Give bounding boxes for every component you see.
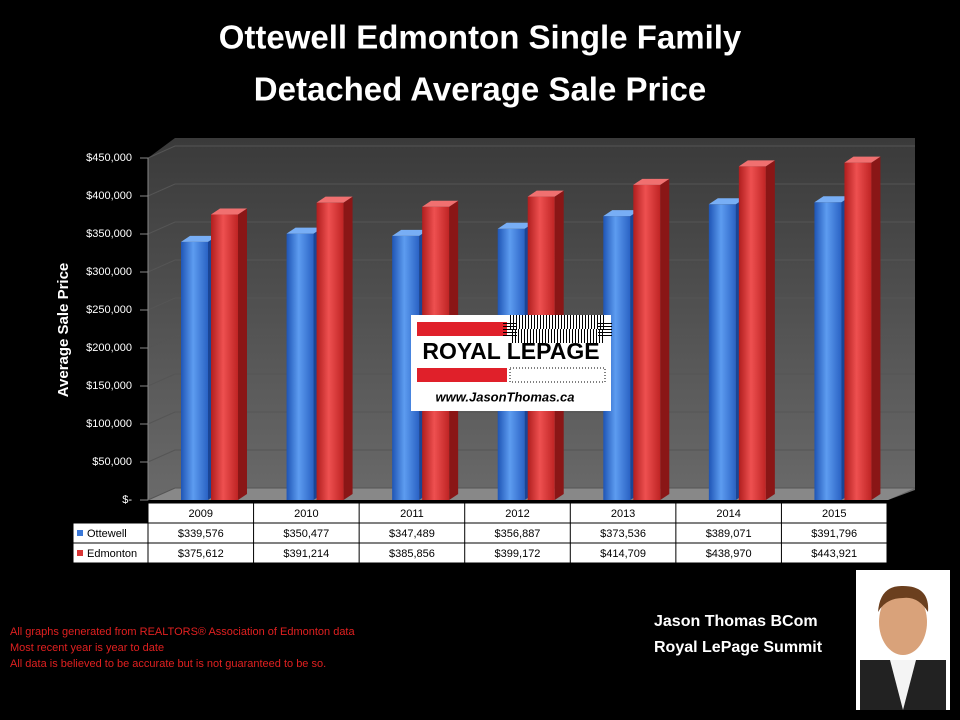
y-axis-label: Average Sale Price bbox=[55, 263, 72, 398]
y-tick-label: $100,000 bbox=[86, 418, 132, 430]
legend-swatch bbox=[77, 530, 83, 536]
table-value: $414,709 bbox=[600, 548, 646, 560]
footnote: Most recent year is year to date bbox=[10, 642, 164, 654]
x-tick-label: 2015 bbox=[822, 508, 846, 520]
photo-face bbox=[879, 589, 927, 655]
bar-top bbox=[497, 222, 534, 229]
y-tick-label: $250,000 bbox=[86, 304, 132, 316]
y-tick-label: $450,000 bbox=[86, 152, 132, 164]
logo-brand: ROYAL LEPAGE bbox=[422, 338, 599, 364]
bar bbox=[316, 202, 344, 500]
bar-side bbox=[871, 156, 881, 500]
table-value: $356,887 bbox=[495, 528, 541, 540]
logo-bars bbox=[509, 367, 606, 383]
bar-top bbox=[527, 190, 564, 197]
table-value: $399,172 bbox=[495, 548, 541, 560]
logo: ROYAL LEPAGE www.JasonThomas.ca bbox=[411, 315, 612, 411]
bar bbox=[211, 214, 238, 500]
table-value: $375,612 bbox=[178, 548, 224, 560]
logo-stripe bbox=[417, 322, 507, 336]
table-value: $389,071 bbox=[706, 528, 752, 540]
x-tick-label: 2013 bbox=[611, 508, 635, 520]
table-value: $438,970 bbox=[706, 548, 752, 560]
bar-top bbox=[181, 235, 217, 242]
bar bbox=[844, 162, 872, 500]
bar-top bbox=[286, 227, 323, 234]
table-value: $391,214 bbox=[283, 548, 329, 560]
x-tick-label: 2009 bbox=[189, 508, 213, 520]
bar-top bbox=[211, 208, 247, 215]
bar-side bbox=[238, 208, 247, 500]
bar-top bbox=[633, 178, 670, 185]
bar bbox=[286, 233, 314, 500]
bar bbox=[633, 184, 661, 500]
agent-name: Jason Thomas BCom bbox=[654, 613, 818, 630]
bar-side bbox=[343, 196, 353, 500]
bar-top bbox=[814, 196, 851, 203]
y-tick-label: $200,000 bbox=[86, 342, 132, 354]
x-tick-label: 2011 bbox=[400, 508, 424, 520]
bar-side bbox=[660, 178, 670, 500]
photo-hair bbox=[878, 585, 929, 612]
x-tick-label: 2010 bbox=[294, 508, 318, 520]
bar bbox=[181, 241, 208, 500]
table-value: $373,536 bbox=[600, 528, 646, 540]
logo-stripe bbox=[417, 368, 507, 382]
table-value: $350,477 bbox=[283, 528, 329, 540]
bar-top bbox=[392, 229, 429, 236]
bar-top bbox=[316, 196, 353, 203]
photo-shirt bbox=[890, 660, 916, 710]
chart-title: Detached Average Sale Price bbox=[254, 71, 706, 108]
legend-label: Ottewell bbox=[87, 528, 127, 540]
bar-top bbox=[844, 156, 881, 163]
y-tick-label: $300,000 bbox=[86, 266, 132, 278]
footnote: All data is believed to be accurate but … bbox=[10, 658, 326, 670]
bar-side bbox=[765, 160, 775, 500]
agent-office: Royal LePage Summit bbox=[654, 639, 823, 656]
x-tick-label: 2014 bbox=[716, 508, 740, 520]
grid-line bbox=[147, 145, 915, 159]
y-tick-label: $150,000 bbox=[86, 380, 132, 392]
logo-bars bbox=[503, 315, 612, 343]
footnote: All graphs generated from REALTORS® Asso… bbox=[10, 626, 355, 638]
y-tick-label: $350,000 bbox=[86, 228, 132, 240]
table-value: $347,489 bbox=[389, 528, 435, 540]
bar bbox=[814, 202, 842, 500]
x-tick-label: 2012 bbox=[505, 508, 529, 520]
legend-label: Edmonton bbox=[87, 548, 137, 560]
bar bbox=[738, 166, 766, 500]
chart-title: Ottewell Edmonton Single Family bbox=[219, 19, 742, 56]
y-tick-label: $400,000 bbox=[86, 190, 132, 202]
bar bbox=[708, 204, 736, 501]
bar-top bbox=[422, 200, 459, 207]
table-value: $385,856 bbox=[389, 548, 435, 560]
table-value: $339,576 bbox=[178, 528, 224, 540]
legend-swatch bbox=[77, 550, 83, 556]
table-value: $391,796 bbox=[811, 528, 857, 540]
bar-top bbox=[603, 210, 640, 217]
logo-url: www.JasonThomas.ca bbox=[436, 389, 575, 404]
bar-top bbox=[738, 160, 775, 167]
agent-photo bbox=[856, 570, 950, 710]
y-tick-label: $- bbox=[122, 494, 132, 506]
bar-top bbox=[708, 198, 745, 205]
table-value: $443,921 bbox=[811, 548, 857, 560]
y-tick-label: $50,000 bbox=[92, 456, 132, 468]
